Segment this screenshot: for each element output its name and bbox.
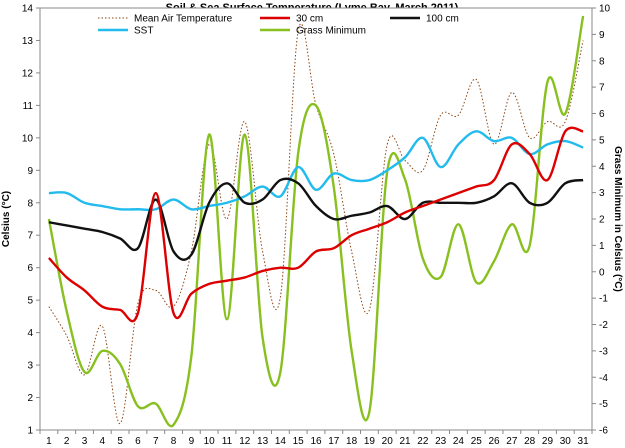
y2-tick-label: -5 [599, 399, 608, 410]
x-tick-label: 6 [135, 436, 141, 447]
y-tick-label: 7 [27, 231, 33, 242]
x-tick-label: 19 [364, 436, 376, 447]
y2-tick-label: 8 [599, 56, 605, 67]
y-tick-label: 10 [22, 133, 34, 144]
x-tick-label: 24 [453, 436, 465, 447]
x-tick-label: 18 [346, 436, 358, 447]
x-tick-label: 31 [578, 436, 590, 447]
y-tick-label: 8 [27, 198, 33, 209]
x-tick-label: 22 [417, 436, 429, 447]
y2-tick-label: 1 [599, 241, 605, 252]
x-tick-label: 10 [204, 436, 216, 447]
series-layer [47, 15, 585, 428]
x-tick-label: 8 [171, 436, 177, 447]
y-tick-label: 12 [22, 68, 34, 79]
x-tick-label: 21 [399, 436, 411, 447]
series-line-sst [48, 130, 584, 212]
y2-axis-label: Grass Minimum in Celsius (°C) [612, 146, 623, 292]
legend-label: SST [134, 26, 153, 37]
y2-tick-label: 4 [599, 162, 605, 173]
y2-tick-label: 10 [599, 4, 611, 15]
x-tick-label: 7 [153, 436, 159, 447]
y2-tick-label: -3 [599, 346, 608, 357]
y2-tick-label: -4 [599, 373, 608, 384]
y-tick-label: 14 [22, 4, 34, 15]
series-line-grass-minimum [47, 15, 585, 428]
y-tick-label: 13 [22, 36, 34, 47]
series-line-30-cm [48, 126, 584, 323]
x-tick-label: 1 [46, 436, 52, 447]
x-tick-label: 9 [189, 436, 195, 447]
y2-tick-label: 7 [599, 83, 605, 94]
legend-label: Mean Air Temperature [134, 14, 233, 25]
plot-area [39, 7, 593, 431]
y-tick-label: 3 [27, 361, 33, 372]
y-tick-label: 6 [27, 263, 33, 274]
series-line-mean-air-temperature [48, 23, 584, 425]
y2-tick-label: 9 [599, 30, 605, 41]
y2-tick-label: 0 [599, 267, 605, 278]
x-tick-label: 4 [100, 436, 106, 447]
x-tick-label: 17 [328, 436, 340, 447]
series-line-100-cm [48, 177, 584, 261]
y2-tick-label: -2 [599, 320, 608, 331]
x-tick-label: 11 [222, 436, 233, 447]
x-tick-label: 16 [310, 436, 322, 447]
x-tick-label: 2 [64, 436, 70, 447]
y2-tick-label: -1 [599, 294, 608, 305]
y-tick-label: 1 [27, 426, 33, 437]
y-axis-right: -6 -5 -4 -3 -2 -1 0 1 2 3 4 5 6 7 8 9 10 [592, 4, 611, 437]
y2-tick-label: 3 [599, 188, 605, 199]
legend-label: 100 cm [426, 14, 459, 25]
x-tick-label: 5 [117, 436, 123, 447]
x-tick-label: 12 [239, 436, 251, 447]
x-tick-label: 13 [257, 436, 269, 447]
y2-tick-label: 2 [599, 215, 605, 226]
legend-label: 30 cm [296, 14, 323, 25]
y-tick-label: 11 [23, 101, 34, 112]
x-tick-label: 27 [506, 436, 518, 447]
x-tick-label: 20 [382, 436, 394, 447]
y2-tick-label: 6 [599, 109, 605, 120]
x-tick-label: 23 [435, 436, 447, 447]
x-tick-label: 15 [293, 436, 305, 447]
x-axis: 1 2 3 4 5 6 7 8 9 10 11 12 13 14 15 16 17 18 19 20 21 22 23 24 2… [39, 430, 593, 447]
x-tick-label: 29 [542, 436, 554, 447]
x-tick-label: 14 [275, 436, 287, 447]
x-tick-label: 26 [489, 436, 501, 447]
y-tick-label: 5 [27, 296, 33, 307]
y-tick-label: 9 [27, 166, 33, 177]
x-tick-label: 28 [524, 436, 536, 447]
x-tick-label: 25 [471, 436, 483, 447]
y2-tick-label: -6 [599, 426, 608, 437]
y-tick-label: 4 [27, 328, 33, 339]
x-tick-label: 30 [560, 436, 572, 447]
x-tick-label: 3 [82, 436, 88, 447]
y-tick-label: 2 [27, 393, 33, 404]
y-axis-label: Celsius (°C) [1, 191, 12, 247]
legend: Mean Air Temperature 30 cm 100 cm SST Grass … [98, 14, 459, 37]
y2-tick-label: 5 [599, 135, 605, 146]
legend-label: Grass Minimum [296, 26, 366, 37]
